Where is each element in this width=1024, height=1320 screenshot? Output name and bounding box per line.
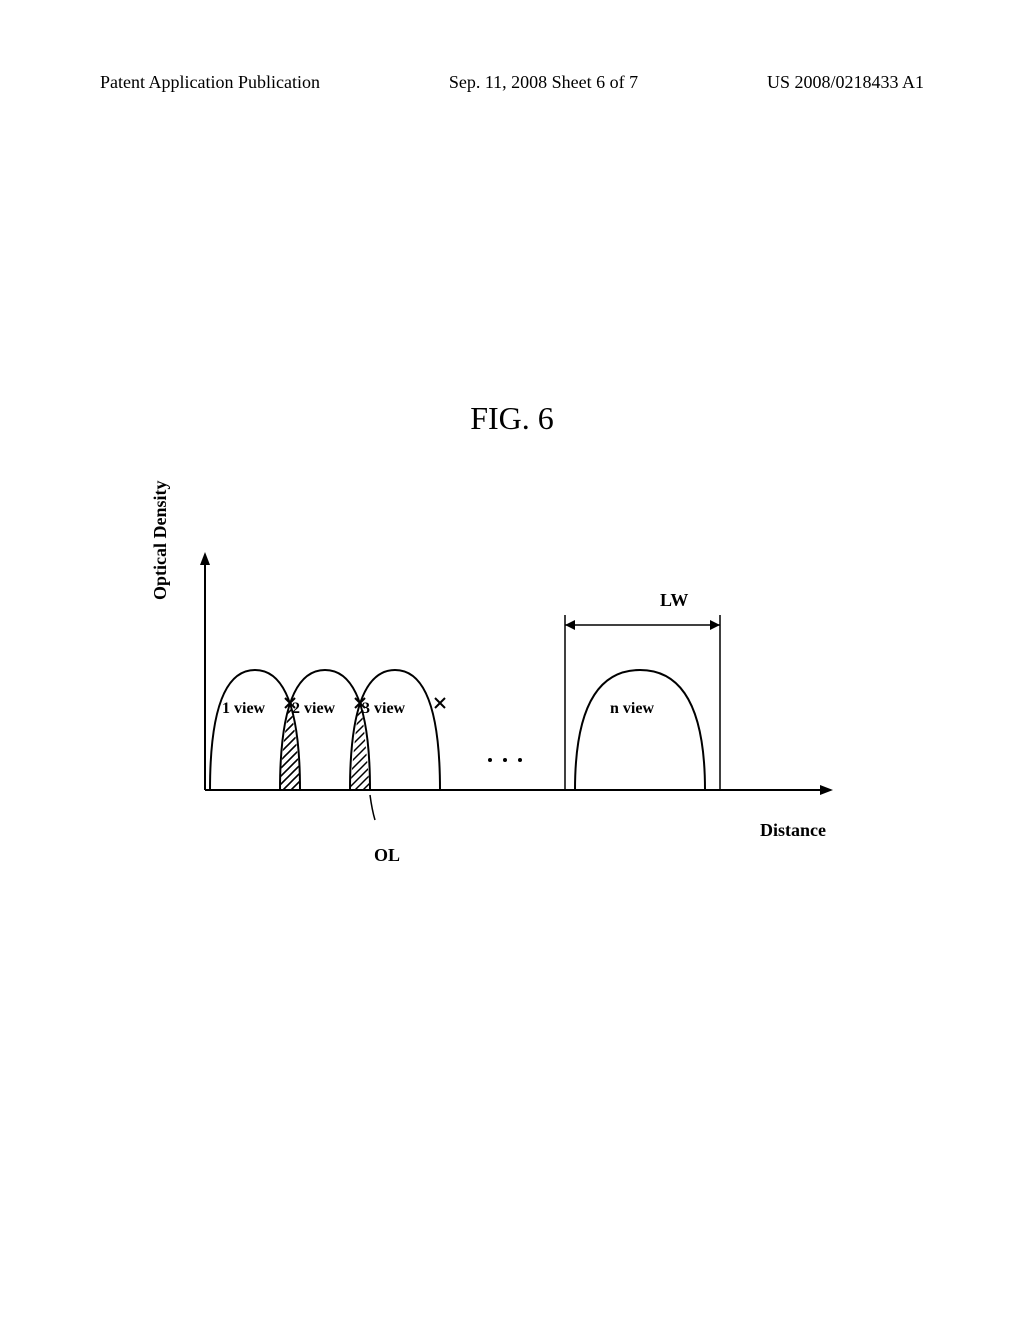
header-date-sheet: Sep. 11, 2008 Sheet 6 of 7	[449, 72, 638, 93]
view-n-label: n view	[610, 700, 654, 718]
lw-label: LW	[660, 590, 688, 611]
chart-container	[175, 530, 855, 830]
header-publication: Patent Application Publication	[100, 72, 320, 93]
optical-density-chart	[175, 530, 855, 830]
figure-title: FIG. 6	[470, 400, 554, 437]
view-2-label: 2 view	[292, 700, 335, 718]
ol-label: OL	[374, 845, 400, 866]
page-header: Patent Application Publication Sep. 11, …	[0, 72, 1024, 93]
header-patent-number: US 2008/0218433 A1	[767, 72, 924, 93]
view-3-label: 3 view	[362, 700, 405, 718]
x-axis-label: Distance	[760, 820, 826, 841]
y-axis-label: Optical Density	[150, 481, 171, 601]
view-1-label: 1 view	[222, 700, 265, 718]
